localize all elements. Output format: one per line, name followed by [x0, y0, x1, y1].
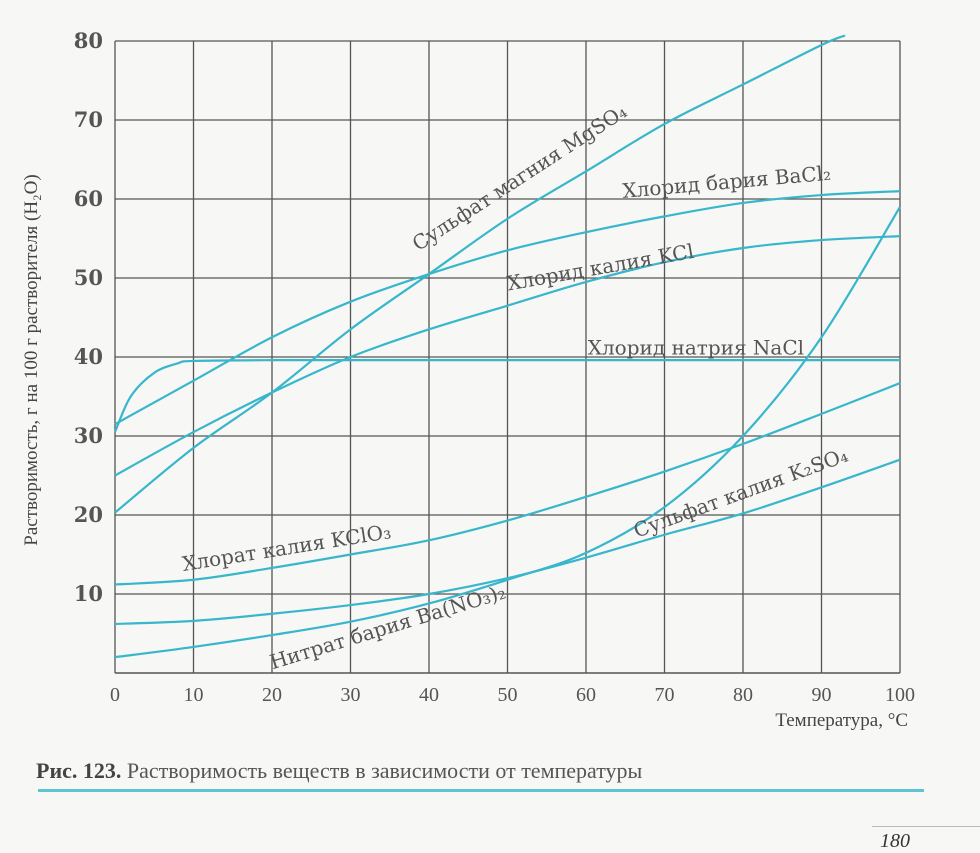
series-line	[113, 359, 900, 433]
series-lines	[113, 34, 901, 659]
x-tick-label: 40	[419, 684, 439, 706]
series-line	[114, 235, 901, 477]
x-tick-label: 70	[655, 684, 675, 706]
y-tick-label: 20	[74, 502, 103, 527]
y-tick-label: 60	[74, 186, 103, 211]
y-tick-label: 40	[74, 344, 103, 369]
caption-text: Растворимость веществ в зависимости от т…	[121, 758, 643, 783]
page-corner-grid	[872, 826, 980, 849]
x-tick-label: 100	[885, 684, 915, 706]
series-line	[114, 206, 901, 659]
y-tick-label: 10	[74, 581, 103, 606]
series-label: Сульфат магния MgSO₄	[408, 99, 631, 256]
series-label: Хлорид калия KCl	[505, 239, 696, 296]
x-tick-label: 80	[733, 684, 753, 706]
x-tick-label: 90	[812, 684, 832, 706]
x-tick-label: 0	[110, 684, 120, 706]
series-label: Хлорат калия KClO₃	[180, 519, 392, 576]
series-line	[114, 34, 846, 514]
x-tick-label: 30	[341, 684, 361, 706]
series-line	[114, 382, 901, 586]
y-tick-label: 30	[74, 423, 103, 448]
x-tick-label: 10	[184, 684, 204, 706]
x-tick-label: 20	[262, 684, 282, 706]
x-tick-label: 60	[576, 684, 596, 706]
tick-labels: 0 10 20 30 40 50 60 70 80 90 100 10 20 30 40 50 60 70 80	[74, 28, 915, 706]
y-tick-label: 50	[74, 265, 103, 290]
x-axis-title: Температура, °С	[775, 710, 908, 731]
x-tick-label: 50	[498, 684, 518, 706]
page-number: 180	[880, 830, 910, 852]
y-tick-label: 70	[74, 107, 103, 132]
series-line	[114, 190, 901, 426]
series-label: Хлорид натрия NaCl	[588, 336, 804, 360]
figure-caption: Рис. 123. Растворимость веществ в зависи…	[36, 758, 642, 784]
grid	[114, 40, 901, 674]
y-axis-title: Растворимость, г на 100 г растворителя (…	[21, 174, 42, 546]
series-label: Сульфат калия K₂SO₄	[630, 443, 851, 543]
caption-prefix: Рис. 123.	[36, 758, 122, 783]
caption-underline	[38, 789, 924, 792]
y-tick-label: 80	[74, 28, 103, 53]
